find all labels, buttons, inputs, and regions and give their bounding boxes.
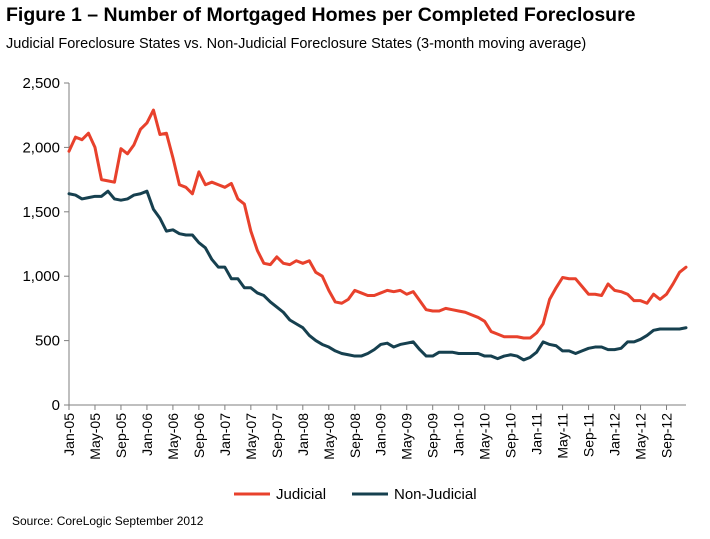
x-tick-label: Sep-12 <box>659 413 675 458</box>
x-tick-label: May-08 <box>321 413 337 460</box>
y-tick-label: 1,000 <box>22 268 60 285</box>
x-tick-label: May-10 <box>477 413 493 460</box>
x-tick-label: Jan-12 <box>607 413 623 456</box>
x-tick-label: Sep-09 <box>425 413 441 458</box>
y-tick-label: 2,000 <box>22 139 60 156</box>
judicial-series-line <box>67 108 688 340</box>
x-tick-label: Jan-10 <box>451 413 467 456</box>
y-tick-label: 1,500 <box>22 204 60 221</box>
x-tick-label: May-09 <box>399 413 415 460</box>
x-tick-label: Sep-11 <box>581 413 597 457</box>
y-tick-label: 500 <box>35 333 60 350</box>
x-tick-label: Sep-05 <box>113 413 129 458</box>
x-tick-label: May-11 <box>555 413 571 459</box>
source-note: Source: CoreLogic September 2012 <box>12 514 204 528</box>
x-tick-label: Sep-08 <box>347 413 363 458</box>
x-tick-label: Sep-07 <box>269 413 285 458</box>
x-tick-label: Jan-07 <box>217 413 233 456</box>
y-tick-label: 2,500 <box>22 75 60 92</box>
legend-judicial-label: Judicial <box>276 486 326 503</box>
x-tick-label: May-07 <box>243 413 259 460</box>
chart-subtitle: Judicial Foreclosure States vs. Non-Judi… <box>6 36 587 52</box>
y-tick-label: 0 <box>52 397 60 414</box>
chart-title: Figure 1 – Number of Mortgaged Homes per… <box>6 4 636 26</box>
x-tick-label: Jan-06 <box>139 413 155 456</box>
x-tick-label: Jan-08 <box>295 413 311 456</box>
x-tick-label: May-05 <box>87 413 103 460</box>
x-tick-label: May-06 <box>165 413 181 460</box>
legend-non-judicial-label: Non-Judicial <box>394 486 477 503</box>
x-tick-label: Sep-10 <box>503 413 519 458</box>
x-tick-label: May-12 <box>633 413 649 460</box>
x-tick-label: Sep-06 <box>191 413 207 458</box>
x-tick-label: Jan-11 <box>529 413 545 455</box>
x-tick-label: Jan-05 <box>61 413 77 456</box>
non-judicial-series-line <box>67 189 688 362</box>
x-tick-label: Jan-09 <box>373 413 389 456</box>
